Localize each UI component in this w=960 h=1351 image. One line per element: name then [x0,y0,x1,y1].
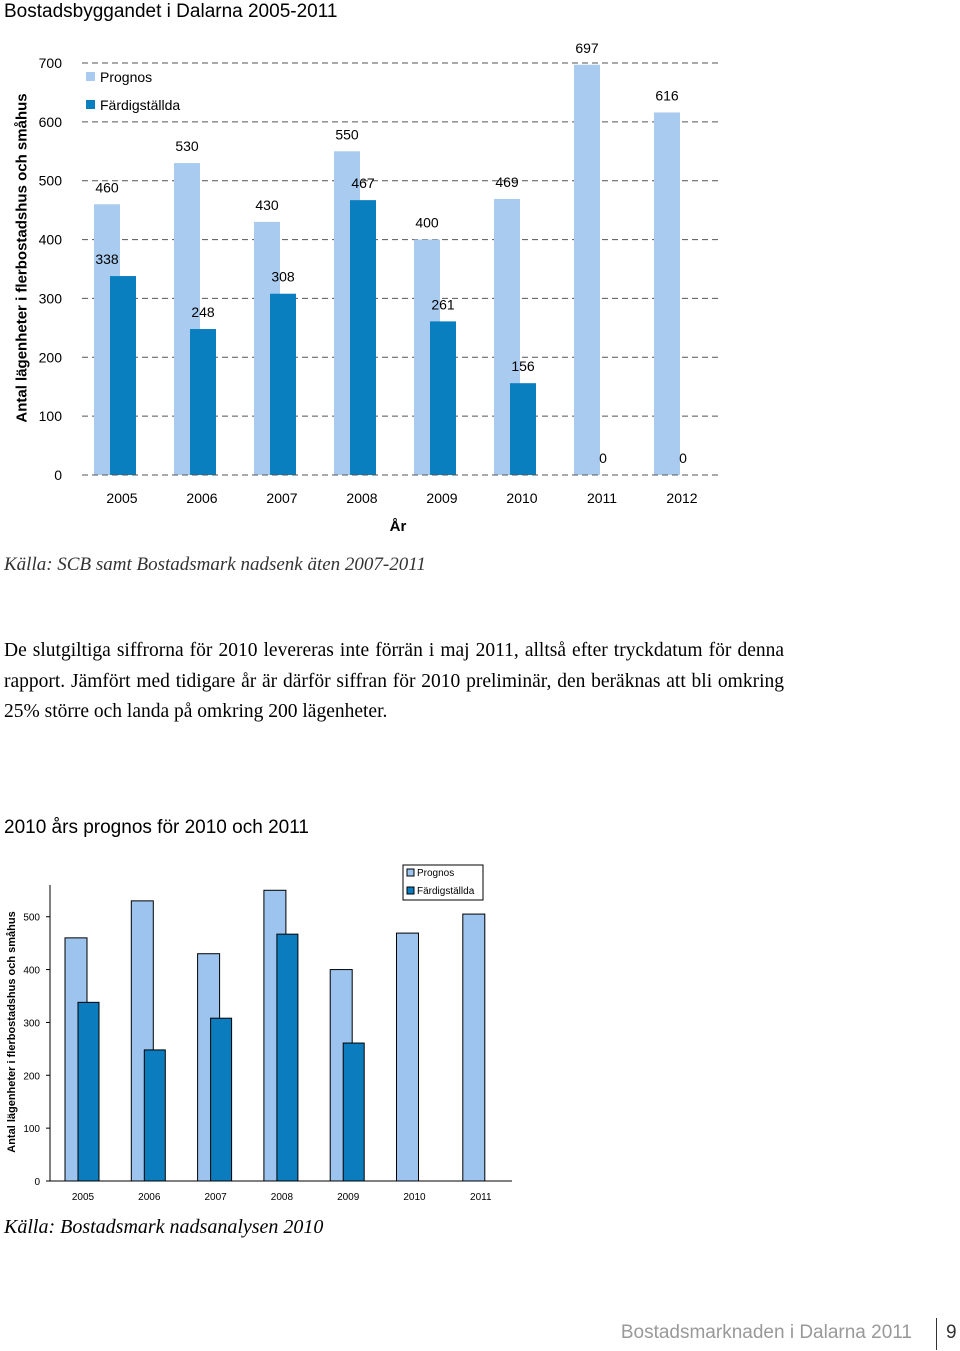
chart-1-y-tick-label: 0 [54,467,62,483]
chart-2-legend-label-prognos: Prognos [417,868,454,879]
chart-2-bar-fardig [143,1049,166,1182]
chart-1-legend-swatch-prognos [86,72,95,81]
chart-1-y-tick-label: 100 [39,408,63,424]
chart-2-y-tick-label: 0 [34,1177,40,1188]
chart-2-y-tick-label: 300 [23,1018,40,1029]
chart-1-x-tick-label: 2005 [106,490,137,506]
chart-1-x-tick-label: 2009 [426,490,457,506]
chart-1-data-label-prognos: 697 [575,40,599,56]
page-number: 9 [946,1322,957,1343]
chart-1-x-tick-label: 2012 [666,490,697,506]
chart-2-legend-swatch-fardig [406,886,415,895]
chart-1-bar-fardig [110,276,136,475]
chart-1-x-tick-label: 2007 [266,490,297,506]
chart-1-data-label-fardig: 261 [431,296,455,312]
chart-1-bar-fardig [190,329,216,475]
chart-1-legend-swatch-fardig [86,100,95,109]
chart-1-x-tick-label: 2008 [346,490,377,506]
chart-2-legend-label-fardig: Färdigställda [417,886,475,897]
chart-2-x-tick-label: 2005 [72,1192,95,1203]
chart-1-data-label-prognos: 400 [415,215,439,231]
chart-1-y-tick-label: 200 [39,349,63,365]
chart-1-y-tick-label: 500 [39,173,63,189]
chart-1-data-label-fardig: 338 [95,251,119,267]
chart-2-x-tick-label: 2006 [138,1192,161,1203]
chart-2-x-tick-label: 2008 [271,1192,294,1203]
chart-1-data-label-prognos: 550 [335,126,359,142]
chart-1-bar-fardig [270,293,296,475]
chart-1-bar-prognos [654,112,680,475]
chart-1-title: Bostadsbyggandet i Dalarna 2005-2011 [4,1,338,22]
chart-2-y-tick-label: 200 [23,1071,40,1082]
chart-1-bar-fardig [350,200,376,475]
chart-2-bar-fardig [276,933,299,1182]
chart-1-data-label-fardig: 248 [191,304,215,320]
chart-2-plot: 0 100 200 300 400 500 2005 2006 2007 2008 2009 2010… [23,864,512,1203]
chart-2-bar-prognos [462,913,486,1182]
chart-2-bar-fardig [342,1042,365,1182]
chart-1-data-label-prognos: 430 [255,197,279,213]
chart-2-bar-fardig [77,1001,100,1182]
chart-1-x-tick-label: 2011 [587,490,617,506]
body-paragraph: De slutgiltiga siffrorna för 2010 levere… [4,640,784,722]
footer-title: Bostadsmarknaden i Dalarna 2011 [620,1322,912,1343]
chart-1-data-label-fardig: 0 [599,450,607,466]
chart-1-bar-prognos [574,64,600,475]
chart-2-bar-fardig [210,1017,233,1182]
chart-1-legend-label-prognos: Prognos [100,69,152,85]
chart-1-y-tick-label: 300 [39,290,63,306]
chart-1-y-tick-label: 400 [39,232,63,248]
chart-1-data-label-fardig: 308 [271,269,295,285]
chart-2-legend-box [402,864,484,901]
chart-2-y-tick-label: 500 [23,913,40,924]
chart-1-x-tick-label: 2006 [186,490,217,506]
chart-1-bar-fardig [510,383,536,475]
chart-2-legend-swatch-prognos [406,868,415,877]
chart-2-x-tick-label: 2009 [337,1192,360,1203]
chart-1-y-tick-label: 600 [39,114,63,130]
chart-2-x-tick-label: 2007 [204,1192,227,1203]
footer-divider [936,1318,937,1350]
chart-1-x-axis-label: År [390,518,407,535]
chart-1-data-label-prognos: 460 [95,179,119,195]
chart-1-data-label-prognos: 616 [655,87,679,103]
chart-2-x-tick-label: 2011 [470,1192,492,1203]
chart-1-x-tick-label: 2010 [506,490,537,506]
chart-2-x-tick-label: 2010 [403,1192,426,1203]
chart-2-source: Källa: Bostadsmark nadsanalysen 2010 [4,1216,324,1238]
chart-1-legend-label-fardig: Färdigställda [100,97,180,113]
chart-1-data-label-prognos: 469 [495,174,519,190]
chart-1-source: Källa: SCB samt Bostadsmark nadsenk äten… [4,554,426,575]
chart-1-plot: 0 100 200 300 400 500 600 700 460 338 2005 530 248 20… [39,40,722,535]
chart-2-y-tick-label: 400 [23,966,40,977]
chart-1-data-label-fardig: 156 [511,358,535,374]
chart-1-data-label-fardig: 467 [351,175,375,191]
chart-2-title: 2010 års prognos för 2010 och 2011 [4,817,309,838]
chart-1-data-label-fardig: 0 [679,450,687,466]
chart-1-y-tick-label: 700 [39,55,63,71]
chart-1-data-label-prognos: 530 [175,138,199,154]
chart-2-y-tick-label: 100 [23,1124,40,1135]
chart-2-bar-prognos [396,932,419,1182]
chart-1-bar-fardig [430,321,456,475]
